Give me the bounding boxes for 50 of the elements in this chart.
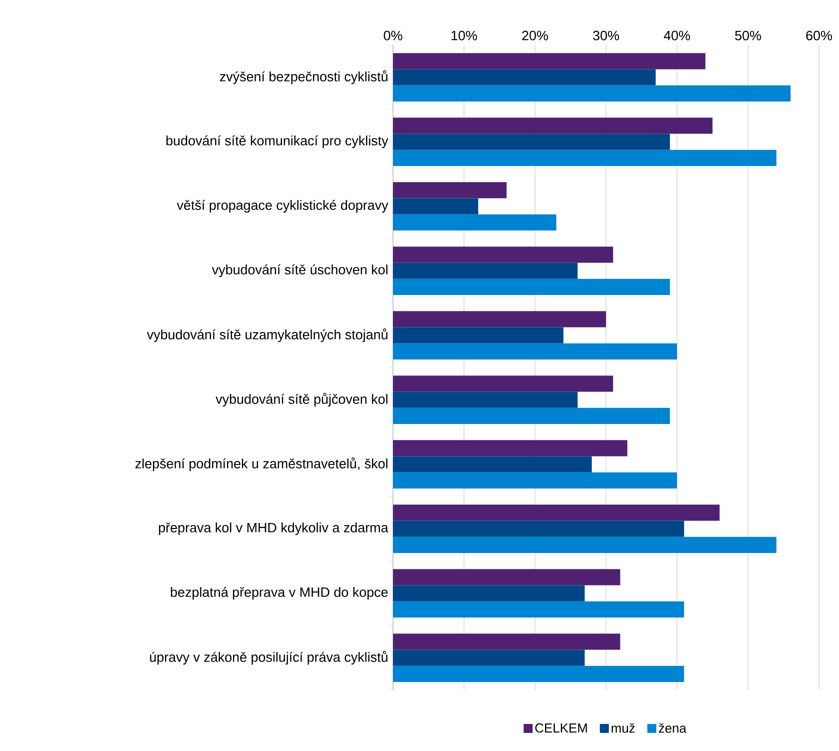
bar: [393, 440, 628, 456]
bar: [393, 327, 564, 344]
x-tick-label: 30%: [593, 30, 619, 40]
bar: [393, 601, 684, 618]
bar: [393, 408, 670, 424]
y-tick-label: bezplatná přeprava v MHD do kopce: [170, 586, 388, 600]
y-tick-label: budování sítě komunikací pro cyklisty: [166, 135, 388, 148]
bar: [393, 246, 614, 263]
x-tick-label: 40%: [664, 30, 690, 40]
bar: [393, 666, 684, 682]
x-tick-label: 10%: [452, 30, 477, 40]
bar: [393, 182, 507, 198]
bar: [393, 456, 592, 472]
bar: [393, 650, 585, 666]
x-tick-label: 0%: [384, 30, 402, 40]
bar: [393, 343, 678, 360]
y-tick-label: úpravy v zákoně posilující práva cyklistů: [150, 650, 388, 665]
bar: [393, 278, 670, 295]
x-tick-label: 50%: [735, 30, 761, 40]
bar: [393, 262, 578, 279]
y-tick-label: vybudování sítě půjčoven kol: [216, 392, 388, 407]
bar: [393, 634, 620, 650]
bar: [393, 311, 606, 328]
bar: [393, 569, 620, 586]
bar: [393, 376, 614, 392]
x-tick-label: 20%: [522, 30, 548, 40]
bar: [393, 69, 656, 86]
legend-label: CELKEM: [535, 723, 587, 733]
y-tick-label: zlepšení podmínek u zaměstnavetelů, škol: [135, 457, 388, 472]
y-tick-label: přeprava kol v MHD kdykoliv a zdarma: [158, 522, 388, 536]
bar: [393, 134, 670, 150]
bar: [393, 150, 776, 166]
bar: [393, 504, 720, 521]
bar: [393, 118, 713, 134]
y-tick-label: vybudování sítě uzamykatelných stojanů: [146, 328, 388, 342]
legend-label: žena: [658, 723, 686, 733]
bar: [393, 472, 678, 488]
y-tick-label: zvýšení bezpečnosti cyklistů: [220, 70, 388, 84]
bar: [393, 198, 478, 214]
bar: [393, 520, 684, 537]
x-tick-label: 60%: [806, 30, 832, 40]
bar: [393, 85, 791, 102]
bar: [393, 536, 776, 553]
bar: [393, 585, 585, 602]
bar: [393, 214, 556, 230]
bar: [393, 392, 578, 408]
y-tick-label: vybudování sítě úschoven kol: [212, 264, 388, 278]
legend-label: muž: [612, 723, 635, 733]
y-tick-label: větší propagace cyklistické dopravy: [176, 200, 388, 213]
bar: [393, 53, 706, 70]
